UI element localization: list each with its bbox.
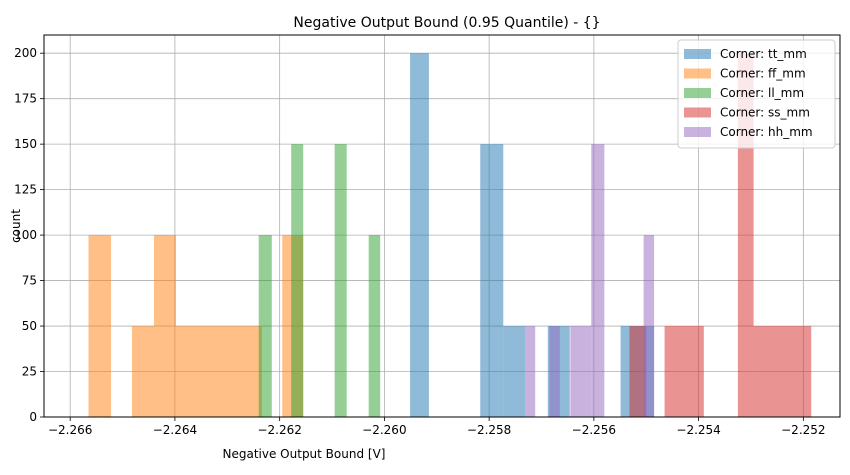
histogram-bar [570, 326, 592, 417]
histogram-bar [664, 326, 704, 417]
histogram-bar [753, 326, 812, 417]
histogram-bar [291, 144, 304, 417]
legend-label: Corner: ss_mm [720, 106, 810, 120]
x-axis-ticks: −2.266 −2.264 −2.262 −2.260 −2.258 −2.256 −2.2… [48, 417, 826, 437]
histogram-bar [258, 235, 272, 417]
y-tick-label: 25 [22, 365, 37, 379]
histogram-bar [197, 326, 262, 417]
x-tick-label: −2.260 [362, 423, 406, 437]
legend: Corner: tt_mm Corner: ff_mm Corner: ll_mm C… [677, 39, 836, 149]
histogram-bar [480, 144, 504, 417]
y-tick-label: 75 [22, 274, 37, 288]
y-tick-label: 125 [14, 183, 37, 197]
y-tick-label: 175 [14, 92, 37, 106]
y-axis-label: count [9, 209, 23, 243]
legend-label: Corner: hh_mm [720, 125, 813, 139]
legend-swatch [684, 127, 711, 137]
histogram-bar [88, 235, 112, 417]
histogram-bar [153, 235, 176, 417]
histogram-bar [591, 144, 605, 417]
x-tick-label: −2.258 [467, 423, 511, 437]
y-axis-ticks: 0 25 50 75 100 125 150 175 200 [14, 46, 44, 424]
histogram-bar [549, 326, 560, 417]
x-tick-label: −2.264 [153, 423, 197, 437]
x-tick-label: −2.256 [572, 423, 616, 437]
histogram-bar [643, 235, 655, 417]
y-tick-label: 200 [14, 46, 37, 60]
series-4-bars [525, 144, 655, 417]
histogram-bar [629, 326, 647, 417]
legend-label: Corner: tt_mm [720, 47, 807, 61]
histogram-bar [410, 53, 429, 417]
y-tick-label: 0 [29, 410, 37, 424]
legend-label: Corner: ff_mm [720, 67, 806, 81]
histogram-bar [368, 235, 381, 417]
legend-swatch [684, 68, 711, 79]
legend-box [677, 39, 836, 149]
plot-frame [43, 34, 841, 418]
legend-swatch [684, 88, 711, 98]
legend-swatch [684, 107, 711, 118]
x-tick-label: −2.252 [781, 423, 825, 437]
legend-label: Corner: ll_mm [720, 86, 804, 100]
legend-swatch [684, 49, 711, 59]
chart-title: Negative Output Bound (0.95 Quantile) - … [293, 15, 600, 31]
x-tick-label: −2.266 [48, 423, 92, 437]
y-tick-label: 50 [22, 319, 37, 333]
series-2-bars [258, 144, 381, 417]
y-tick-label: 100 [14, 228, 37, 242]
histogram-bar [175, 326, 198, 417]
histogram-bar [503, 326, 526, 417]
y-tick-label: 150 [14, 137, 37, 151]
x-tick-label: −2.254 [676, 423, 720, 437]
x-axis-label: Negative Output Bound [V] [223, 447, 386, 461]
x-tick-label: −2.262 [257, 423, 301, 437]
histogram-bar [525, 326, 536, 417]
histogram-bar [131, 326, 154, 417]
histogram-bar [334, 144, 347, 417]
series-1-bars [88, 235, 304, 417]
